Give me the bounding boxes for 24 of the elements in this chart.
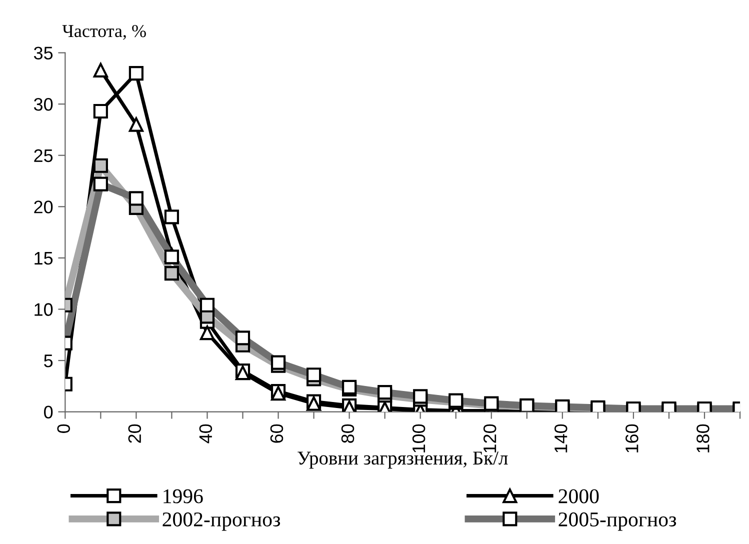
y-tick-label: 5 (44, 354, 53, 368)
legend-label: 2005-прогноз (558, 512, 676, 531)
y-tick-label: 0 (44, 406, 53, 419)
x-tick-label: 40 (199, 424, 212, 444)
x-axis-title: Уровни загрязнения, Бк/л (298, 452, 508, 469)
y-tick-label: 30 (34, 98, 53, 111)
y-tick-label: 20 (34, 200, 53, 214)
x-tick-label: 120 (483, 424, 496, 452)
x-tick-label: 20 (128, 424, 142, 443)
x-tick-label: 60 (270, 424, 284, 443)
x-tick-label: 180 (696, 424, 710, 452)
x-tick-label: 140 (554, 424, 568, 452)
legend-label: 1996 (164, 489, 203, 504)
y-tick-label: 25 (34, 149, 53, 162)
y-axis-title: Частота, % (62, 24, 146, 40)
y-tick-label: 35 (34, 46, 53, 60)
x-tick-label: 160 (626, 424, 638, 452)
x-tick-label: 0 (57, 424, 70, 433)
legend-label: 2002-прогноз (162, 512, 280, 531)
y-tick-label: 15 (34, 252, 53, 265)
y-tick-label: 10 (34, 303, 53, 316)
x-tick-label: 80 (341, 424, 354, 443)
legend-label: 2000 (558, 489, 599, 504)
x-tick-label: 100 (412, 424, 426, 452)
